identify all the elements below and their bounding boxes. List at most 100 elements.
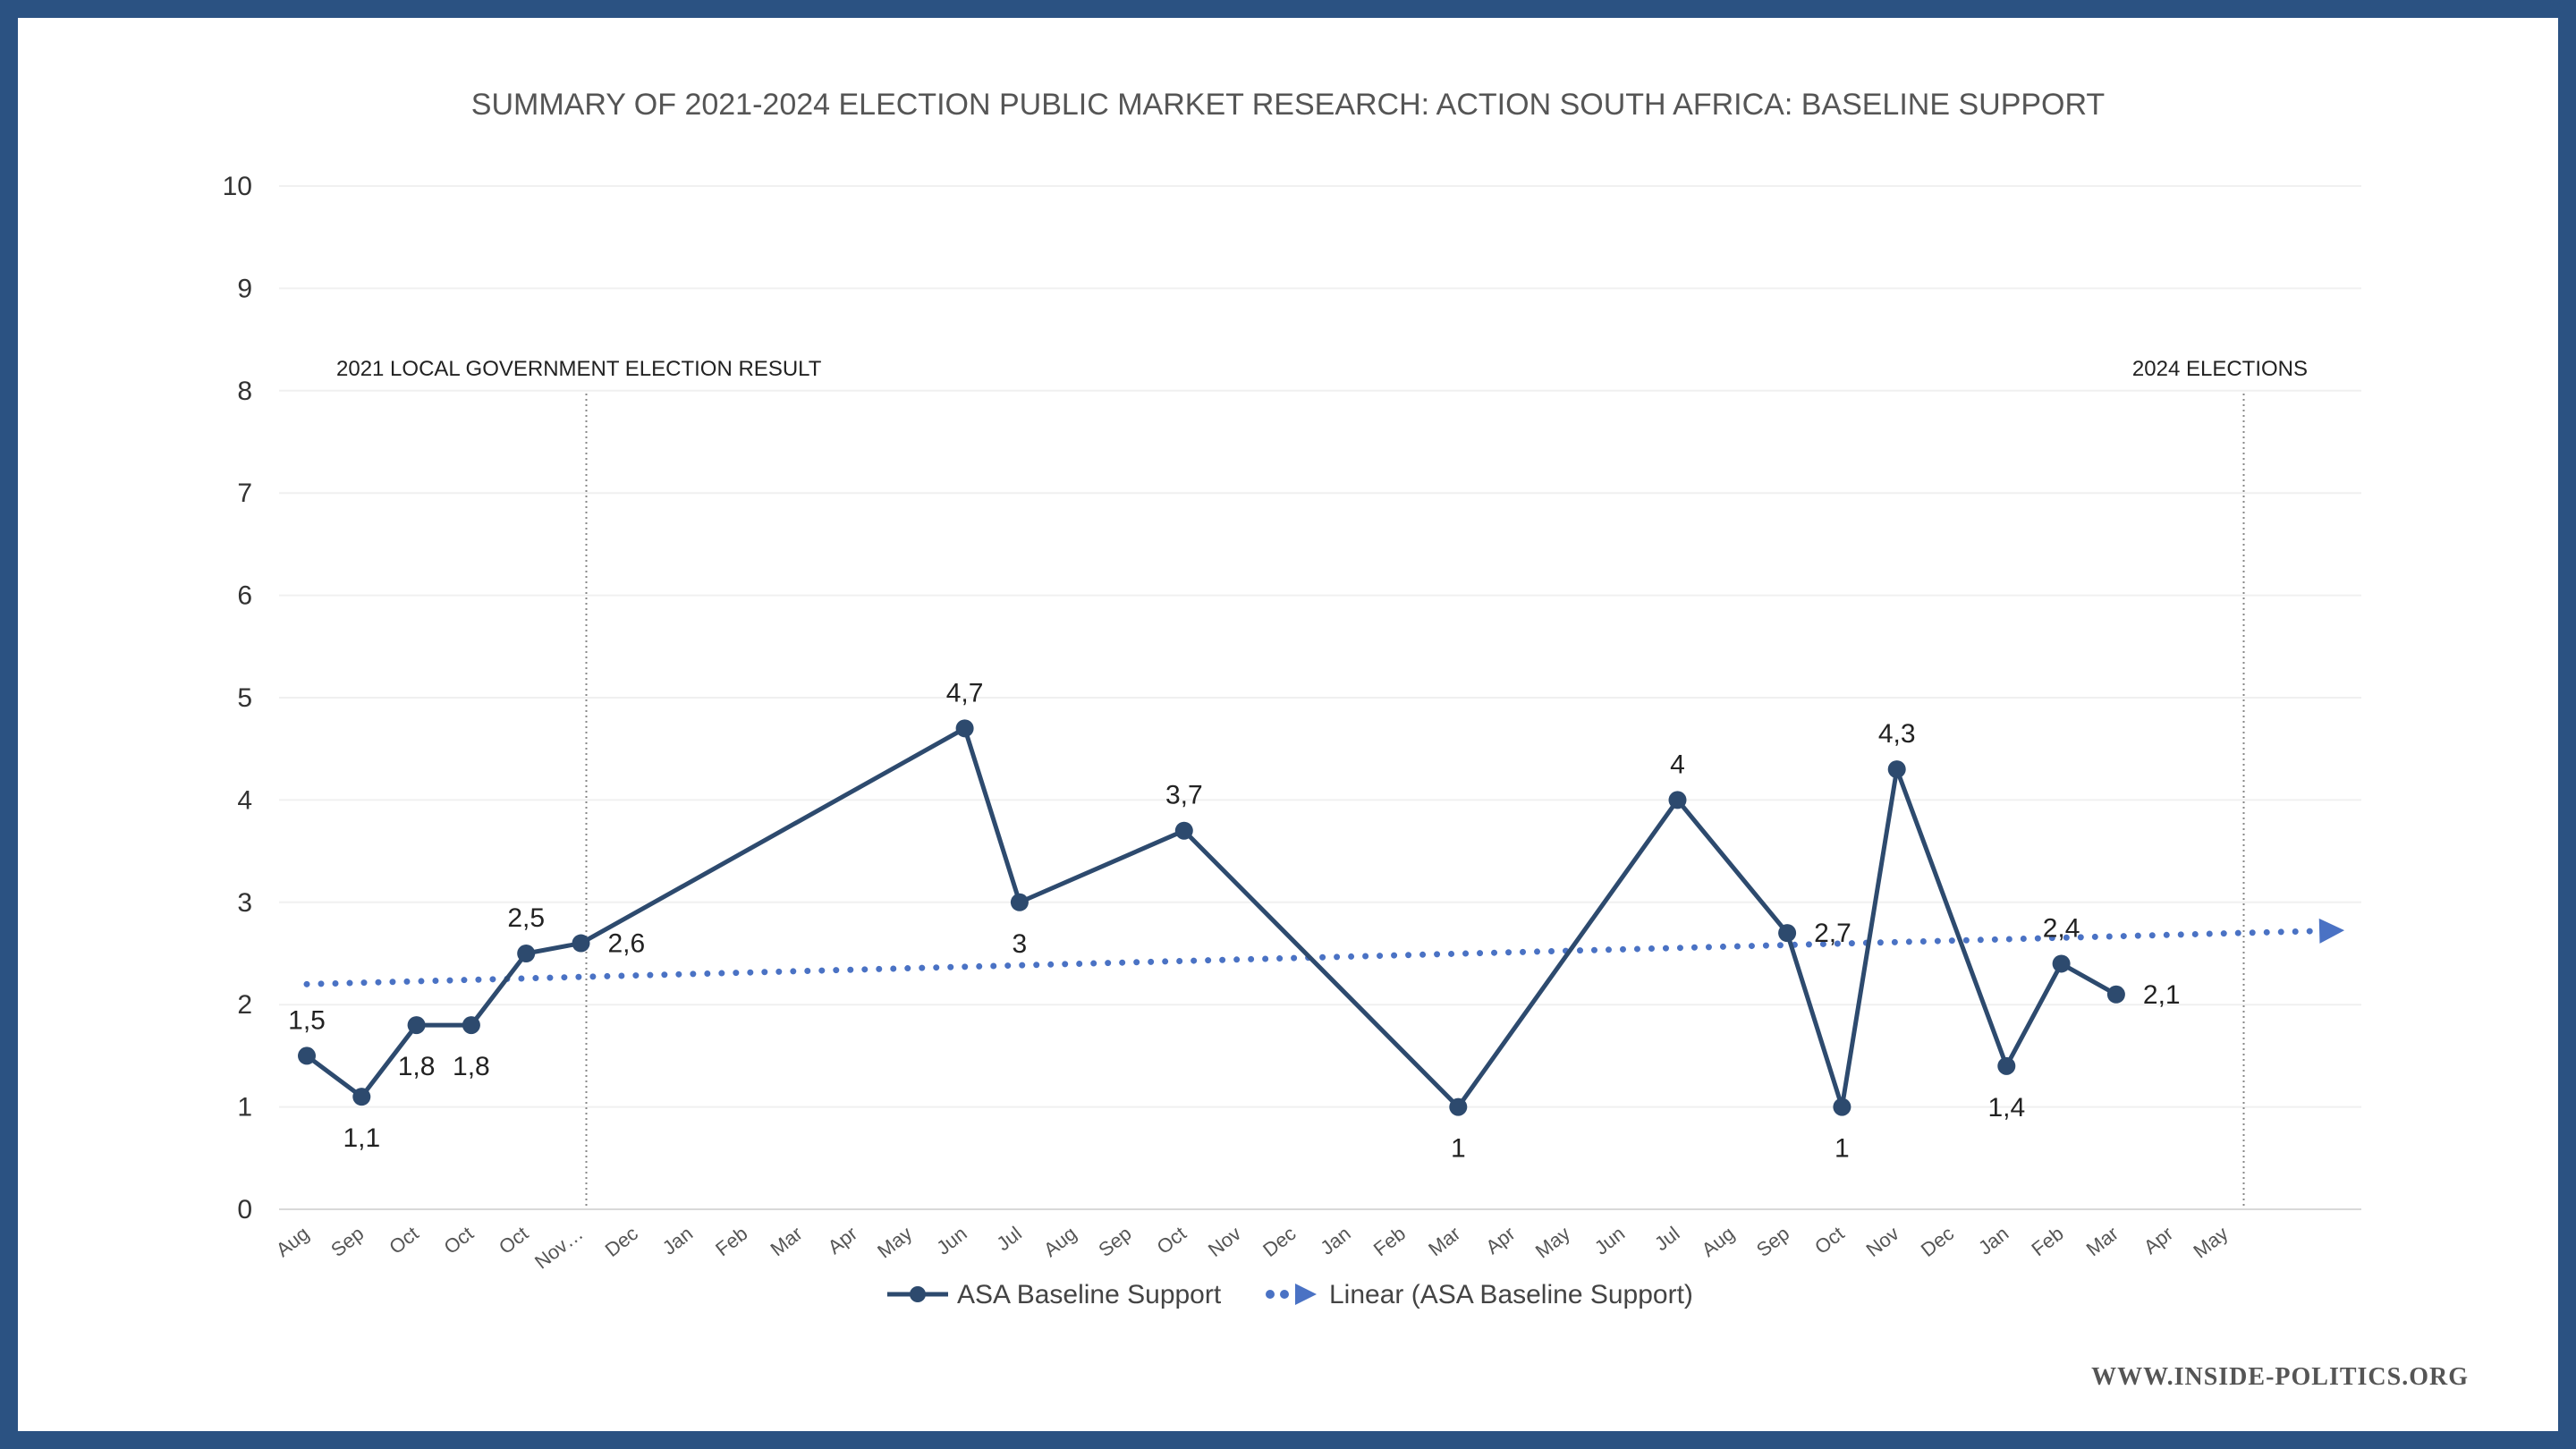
x-tick-label: Mar (767, 1222, 807, 1260)
y-tick-label: 6 (237, 581, 252, 611)
chart-title: SUMMARY OF 2021-2024 ELECTION PUBLIC MAR… (471, 88, 2105, 122)
x-tick-label: Jul (992, 1222, 1026, 1255)
data-point (1887, 760, 1906, 779)
chart-frame: SUMMARY OF 2021-2024 ELECTION PUBLIC MAR… (18, 18, 2558, 1431)
legend-series-label: ASA Baseline Support (957, 1280, 1222, 1309)
y-tick-label: 0 (237, 1195, 252, 1224)
data-point (1010, 893, 1029, 911)
legend: ASA Baseline Support Linear (ASA Baselin… (887, 1280, 1693, 1309)
x-tick-label: May (873, 1222, 916, 1262)
grid-lines (279, 185, 2361, 1210)
y-tick-label: 8 (237, 377, 252, 406)
x-tick-label: Oct (440, 1222, 478, 1258)
y-tick-label: 5 (237, 683, 252, 713)
x-tick-label: Nov… (530, 1222, 588, 1273)
data-labels: 1,5 1,1 1,8 1,8 2,5 2,6 4,7 3 3,7 1 4 2,7 1 4,3 1,4 2,4… (288, 678, 2180, 1163)
x-tick-label: Sep (1752, 1222, 1793, 1261)
y-axis: 0 1 2 3 4 5 6 7 8 9 10 (223, 172, 252, 1224)
x-tick-label: Dec (1917, 1222, 1958, 1261)
data-point (298, 1046, 316, 1065)
data-point (1449, 1097, 1468, 1116)
data-label: 4 (1670, 750, 1685, 779)
line-chart: SUMMARY OF 2021-2024 ELECTION PUBLIC MAR… (223, 88, 2469, 1391)
y-tick-label: 4 (237, 785, 252, 815)
series-polyline (305, 725, 2118, 1110)
legend-marker-swatch (910, 1286, 926, 1302)
series-line (298, 719, 2125, 1116)
x-tick-label: Mar (2082, 1222, 2123, 1260)
data-point (462, 1016, 480, 1035)
y-tick-label: 10 (223, 172, 252, 201)
data-point (572, 934, 590, 953)
x-tick-label: May (2189, 1222, 2232, 1262)
y-tick-label: 7 (237, 479, 252, 508)
data-point (1668, 791, 1687, 809)
legend-trend-label: Linear (ASA Baseline Support) (1329, 1280, 1693, 1309)
data-label: 2,4 (2043, 913, 2080, 943)
x-tick-label: Dec (1258, 1222, 1300, 1261)
annotation-label: 2021 LOCAL GOVERNMENT ELECTION RESULT (336, 357, 822, 381)
x-tick-label: Jun (1590, 1222, 1629, 1259)
x-tick-label: Aug (1039, 1222, 1080, 1261)
watermark: WWW.INSIDE-POLITICS.ORG (2091, 1363, 2469, 1391)
data-label: 1 (1835, 1134, 1850, 1164)
data-label: 3 (1013, 929, 1028, 959)
x-tick-label: Aug (1698, 1222, 1739, 1261)
data-point (955, 719, 974, 738)
y-tick-label: 1 (237, 1093, 252, 1123)
y-tick-label: 2 (237, 990, 252, 1020)
data-label: 4,3 (1878, 719, 1916, 749)
data-label: 1 (1451, 1134, 1466, 1164)
data-point (517, 945, 536, 962)
x-tick-label: Feb (711, 1222, 751, 1260)
x-tick-label: Aug (272, 1222, 313, 1261)
data-label: 1,4 (1987, 1093, 2025, 1123)
legend-trend-arrow (1295, 1284, 1317, 1305)
legend-trend-dot (1266, 1290, 1275, 1299)
data-label: 3,7 (1165, 781, 1203, 810)
trend-arrowhead (2318, 918, 2345, 944)
x-tick-label: Feb (1369, 1222, 1410, 1260)
data-label: 1,8 (398, 1052, 436, 1081)
data-point (352, 1088, 371, 1106)
x-tick-label: Dec (601, 1222, 642, 1261)
annotations: 2021 LOCAL GOVERNMENT ELECTION RESULT 202… (336, 357, 2308, 1209)
x-tick-label: Oct (495, 1222, 532, 1258)
x-tick-label: Apr (1481, 1222, 1519, 1258)
y-tick-label: 3 (237, 888, 252, 918)
x-tick-label: Nov (1862, 1222, 1903, 1261)
x-tick-label: Apr (824, 1222, 861, 1258)
x-tick-label: Feb (2027, 1222, 2067, 1260)
data-label: 1,5 (288, 1005, 326, 1035)
x-tick-label: Oct (1810, 1222, 1848, 1258)
data-point (407, 1016, 426, 1035)
x-tick-label: May (1531, 1222, 1574, 1262)
x-tick-label: Mar (1424, 1222, 1464, 1260)
x-tick-label: Apr (2140, 1222, 2177, 1258)
x-tick-label: Oct (385, 1222, 422, 1258)
x-tick-label: Jan (1316, 1222, 1354, 1259)
data-label: 1,1 (343, 1123, 380, 1153)
trendline (303, 918, 2345, 987)
data-point (1174, 821, 1193, 840)
data-point (1997, 1056, 2016, 1075)
data-point (1833, 1097, 1852, 1116)
x-tick-label: Oct (1153, 1222, 1191, 1258)
x-tick-label: Jul (1650, 1222, 1684, 1255)
x-tick-label: Jan (1974, 1222, 2012, 1259)
x-tick-label: Sep (1094, 1222, 1135, 1261)
data-label: 1,8 (453, 1052, 490, 1081)
data-label: 2,7 (1814, 919, 1852, 948)
x-tick-label: Nov (1204, 1222, 1245, 1261)
annotation-label: 2024 ELECTIONS (2132, 357, 2308, 381)
x-tick-label: Jan (658, 1222, 697, 1259)
x-tick-label: Sep (326, 1222, 368, 1261)
x-tick-label: Jun (932, 1222, 970, 1259)
data-label: 2,1 (2143, 980, 2181, 1010)
legend-trend-dot (1280, 1290, 1289, 1299)
trend-line (303, 928, 2321, 987)
y-tick-label: 9 (237, 274, 252, 303)
data-point (1778, 924, 1797, 943)
data-label: 4,7 (946, 678, 984, 708)
